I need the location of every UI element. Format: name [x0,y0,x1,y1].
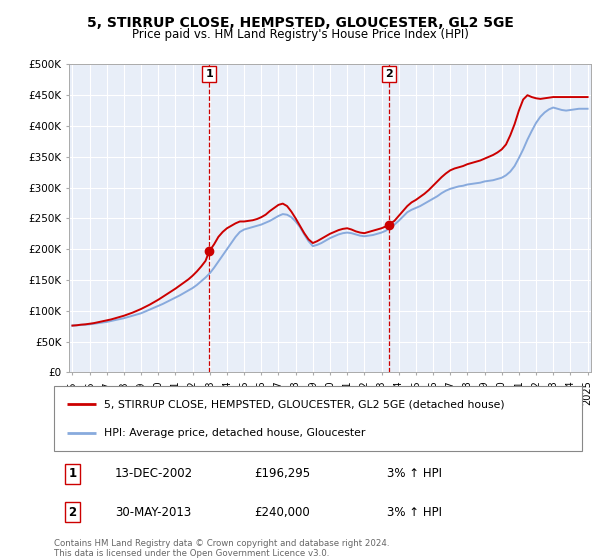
Text: 3% ↑ HPI: 3% ↑ HPI [386,506,442,519]
FancyBboxPatch shape [54,386,582,451]
Text: 1: 1 [68,468,77,480]
Text: 2: 2 [385,69,392,79]
Text: 13-DEC-2002: 13-DEC-2002 [115,468,193,480]
Text: 30-MAY-2013: 30-MAY-2013 [115,506,191,519]
Text: Contains HM Land Registry data © Crown copyright and database right 2024.
This d: Contains HM Land Registry data © Crown c… [54,539,389,558]
Text: 2: 2 [68,506,77,519]
Text: HPI: Average price, detached house, Gloucester: HPI: Average price, detached house, Glou… [104,428,365,438]
Text: 5, STIRRUP CLOSE, HEMPSTED, GLOUCESTER, GL2 5GE (detached house): 5, STIRRUP CLOSE, HEMPSTED, GLOUCESTER, … [104,399,505,409]
Text: 1: 1 [205,69,213,79]
Text: Price paid vs. HM Land Registry's House Price Index (HPI): Price paid vs. HM Land Registry's House … [131,28,469,41]
Text: £240,000: £240,000 [254,506,310,519]
Text: 5, STIRRUP CLOSE, HEMPSTED, GLOUCESTER, GL2 5GE: 5, STIRRUP CLOSE, HEMPSTED, GLOUCESTER, … [86,16,514,30]
Text: £196,295: £196,295 [254,468,311,480]
Text: 3% ↑ HPI: 3% ↑ HPI [386,468,442,480]
